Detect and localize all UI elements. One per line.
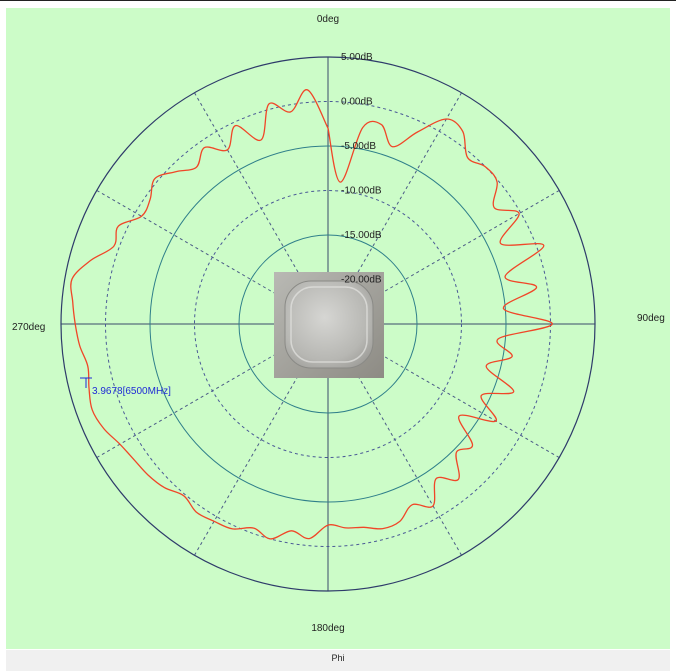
radial-tick-label: -15.00dB: [341, 230, 382, 241]
polar-plot-area: 0deg 90deg 180deg 270deg 5.00dB 0.00dB -5.00dB…: [6, 8, 670, 649]
radial-tick-label: -20.00dB: [341, 275, 382, 286]
angle-tick-label: 270deg: [12, 322, 45, 333]
ring-circle: [149, 145, 507, 503]
angle-tick-label: 90deg: [637, 313, 665, 324]
label-layer: 0deg 90deg 180deg 270deg 5.00dB 0.00dB -5.00dB…: [12, 14, 665, 634]
device-photo: [274, 272, 384, 378]
radial-tick-label: 0.00dB: [341, 97, 373, 108]
radial-tick-label: -10.00dB: [341, 186, 382, 197]
series-line: [70, 89, 553, 540]
radial-tick-label: 5.00dB: [341, 52, 373, 63]
angle-tick-label: 180deg: [311, 623, 344, 634]
ring-circle: [194, 190, 462, 458]
ring-circle: [238, 234, 418, 414]
footer-bar: Phi: [6, 650, 670, 671]
radial-tick-label: -5.00dB: [341, 141, 376, 152]
ring-circle: [60, 56, 596, 592]
ring-circle: [105, 101, 551, 547]
angle-tick-label: 0deg: [317, 14, 339, 25]
footer-label: Phi: [331, 653, 345, 663]
series-layer: [70, 89, 553, 540]
polar-chart: 0deg 90deg 180deg 270deg 5.00dB 0.00dB -5.00dB…: [12, 14, 665, 634]
top-rule: [0, 0, 676, 2]
marker-label: 3.9678[6500MHz]: [92, 386, 171, 397]
